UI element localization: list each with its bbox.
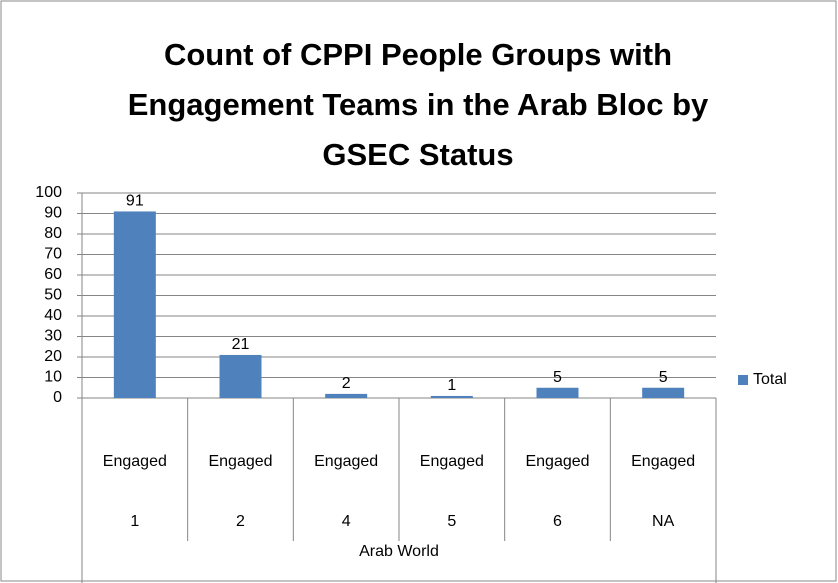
x-tick-label: 1	[130, 513, 139, 530]
bar	[642, 387, 685, 398]
x-tick-label: Engaged	[420, 453, 484, 470]
y-tick-label: 40	[44, 307, 62, 324]
x-tick-label: 4	[342, 513, 351, 530]
x-tick-label: 2	[236, 513, 245, 530]
bar	[219, 354, 262, 398]
x-tick-label: Engaged	[525, 453, 589, 470]
y-tick-label: 70	[44, 246, 62, 263]
data-label: 21	[232, 336, 250, 353]
bar	[325, 393, 368, 398]
x-tick-label: Engaged	[631, 453, 695, 470]
data-label: 1	[447, 377, 456, 394]
y-tick-label: 90	[44, 205, 62, 222]
bar	[113, 211, 156, 398]
y-tick-label: 20	[44, 348, 62, 365]
chart-title: Count of CPPI People Groups with	[164, 37, 672, 72]
chart-title: Engagement Teams in the Arab Bloc by	[128, 87, 709, 122]
x-tick-label: 6	[553, 513, 562, 530]
category-group-label: Arab World	[359, 543, 439, 560]
legend-swatch	[738, 375, 748, 385]
data-label: 5	[553, 369, 562, 386]
x-tick-label: Engaged	[208, 453, 272, 470]
x-tick-label: Engaged	[314, 453, 378, 470]
legend-label: Total	[753, 371, 787, 388]
data-label: 2	[342, 375, 351, 392]
bar	[430, 395, 473, 398]
y-tick-label: 0	[53, 389, 62, 406]
data-label: 5	[659, 369, 668, 386]
x-tick-label: NA	[652, 513, 675, 530]
y-tick-label: 100	[35, 184, 62, 201]
y-tick-label: 50	[44, 287, 62, 304]
x-tick-label: Engaged	[103, 453, 167, 470]
y-tick-label: 60	[44, 266, 62, 283]
y-tick-label: 30	[44, 328, 62, 345]
y-tick-label: 10	[44, 369, 62, 386]
bar	[536, 387, 579, 398]
x-tick-label: 5	[447, 513, 456, 530]
y-tick-label: 80	[44, 225, 62, 242]
data-label: 91	[126, 193, 144, 210]
chart-title: GSEC Status	[322, 137, 513, 172]
